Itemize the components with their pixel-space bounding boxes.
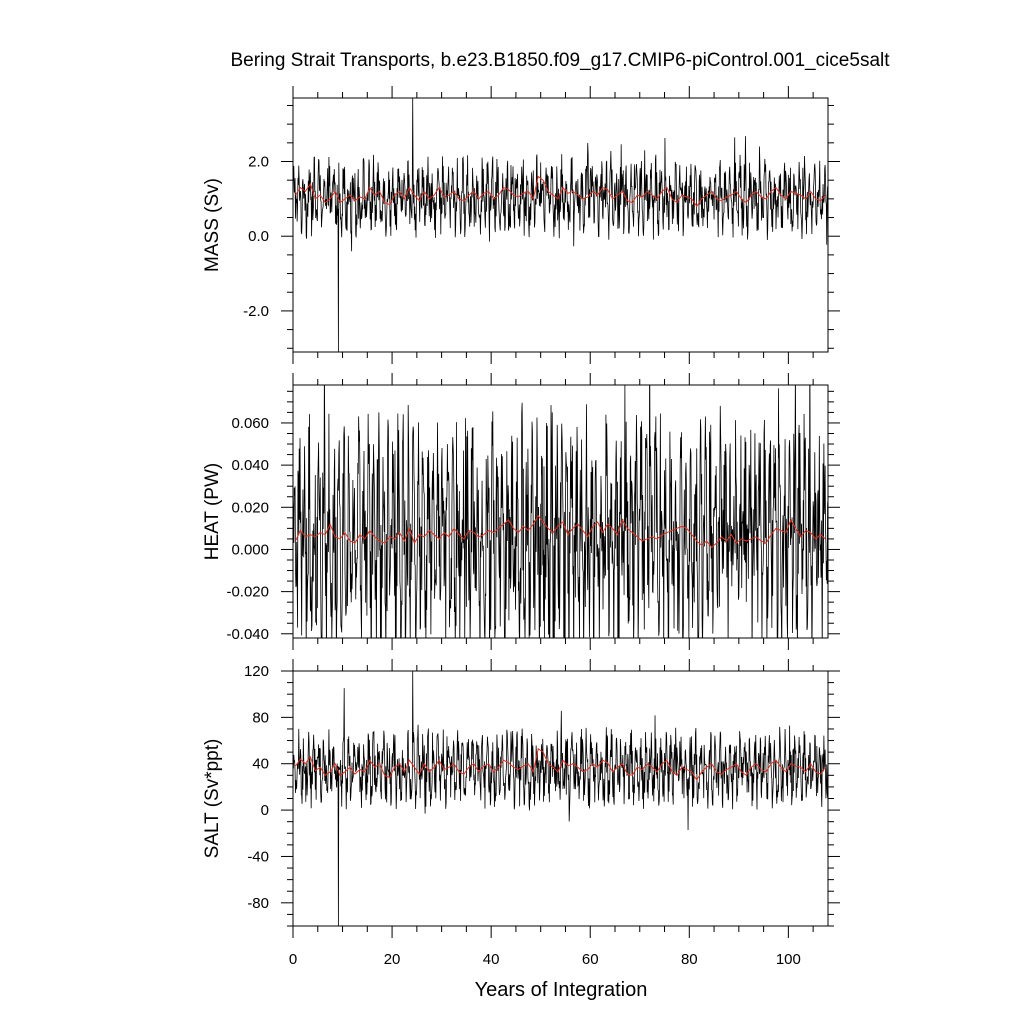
x-tick-label: 40 — [483, 951, 500, 968]
y-tick-label: -2.0 — [243, 303, 269, 320]
annual-mean-line — [295, 175, 826, 208]
y-tick-label: -40 — [247, 848, 269, 865]
y-tick-label: -80 — [247, 895, 269, 912]
chart-title: Bering Strait Transports, b.e23.B1850.f0… — [230, 50, 890, 71]
y-tick-label: 0.020 — [231, 499, 269, 516]
monthly-series-line — [293, 671, 828, 926]
x-tick-label: 20 — [384, 951, 401, 968]
y-tick-label: 0 — [261, 802, 269, 819]
y-axis-label: SALT (Sv*ppt) — [202, 739, 223, 859]
y-axis-label: MASS (Sv) — [202, 178, 223, 272]
y-tick-label: 120 — [244, 663, 269, 680]
panels: -2.0 0.0 2.0 MASS (Sv) -0.040 -0.020 0.000 0.02… — [202, 86, 840, 968]
annual-mean-line — [295, 747, 826, 781]
y-tick-label: 0.0 — [248, 228, 269, 245]
annual-mean-line — [295, 514, 826, 549]
y-tick-label: 80 — [252, 709, 269, 726]
y-tick-label: 2.0 — [248, 154, 269, 171]
panel-frame — [292, 97, 829, 353]
y-tick-label: -0.020 — [226, 584, 269, 601]
x-tick-label: 80 — [681, 951, 698, 968]
y-tick-label: 0.000 — [231, 541, 269, 558]
y-axis-label: HEAT (PW) — [202, 463, 223, 560]
panel-0: -2.0 0.0 2.0 MASS (Sv) — [202, 86, 840, 364]
x-axis-label: Years of Integration — [475, 979, 648, 1001]
y-tick-label: 0.040 — [231, 457, 269, 474]
monthly-series-line — [293, 385, 828, 638]
panel-frame — [292, 384, 829, 639]
monthly-series-line — [293, 98, 828, 352]
x-tick-label: 100 — [776, 951, 801, 968]
y-tick-label: -0.040 — [226, 626, 269, 643]
y-tick-label: 0.060 — [231, 415, 269, 432]
x-tick-label: 0 — [289, 951, 297, 968]
panel-2: -80 -40 0 40 80 120 0 20 40 60 80 100 SALT (Sv*ppt) — [202, 659, 840, 968]
panel-1: -0.040 -0.020 0.000 0.020 0.040 0.060 HEAT (PW… — [202, 373, 840, 650]
x-tick-label: 60 — [582, 951, 599, 968]
y-tick-label: 40 — [252, 756, 269, 773]
